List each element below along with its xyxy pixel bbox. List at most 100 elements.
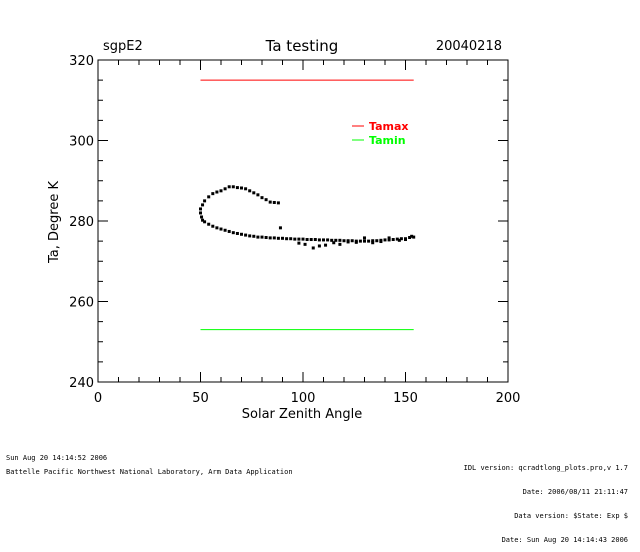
chart-title: Ta testing: [265, 37, 339, 55]
axes-layer: 0 50 100 150 200 240 260 280 300 320: [69, 54, 520, 406]
data-point: [289, 237, 293, 241]
data-point: [322, 238, 325, 242]
data-point: [264, 198, 268, 202]
data-point: [338, 242, 342, 246]
data-point: [309, 238, 313, 242]
data-point: [244, 233, 248, 237]
y-axis-label: Ta, Degree K: [47, 181, 62, 264]
data-point: [252, 234, 256, 238]
data-point: [395, 237, 399, 241]
data-point: [201, 203, 205, 207]
data-point: [231, 231, 235, 235]
data-point: [272, 236, 276, 240]
data-point: [227, 229, 231, 233]
data-point: [387, 236, 391, 240]
data-point: [313, 238, 317, 242]
data-point: [338, 238, 342, 242]
data-point: [215, 226, 219, 230]
data-point: [260, 196, 264, 200]
x-tick-label: 0: [94, 391, 102, 406]
data-point: [199, 211, 202, 215]
data-point: [231, 185, 235, 189]
data-point: [317, 244, 321, 248]
data-point: [281, 236, 284, 240]
data-point: [248, 234, 252, 238]
data-point: [199, 207, 202, 211]
data-point: [342, 239, 346, 243]
footer-idl-version: IDL version: qcradtlong_plots.pro,v 1.7: [463, 464, 628, 472]
data-point: [285, 237, 289, 241]
x-tick-label: 200: [496, 391, 521, 406]
data-point: [260, 235, 264, 239]
data-point: [248, 189, 252, 193]
footer-run-date: Date: Sun Aug 20 14:14:43 2006: [501, 536, 628, 544]
data-point: [244, 187, 248, 191]
data-point: [268, 200, 272, 204]
y-tick-label: 280: [69, 215, 94, 230]
footer-data-version: Data version: $State: Exp $: [514, 512, 628, 520]
data-point: [350, 239, 354, 243]
data-point: [293, 237, 297, 241]
footer-credit: Battelle Pacific Northwest National Labo…: [6, 468, 293, 476]
data-point: [397, 238, 401, 242]
chart: 0 50 100 150 200 240 260 280 300 320 sgpE2 Ta tes…: [47, 37, 520, 422]
data-point: [346, 240, 350, 244]
data-point: [223, 187, 227, 191]
data-point: [408, 236, 412, 240]
data-point: [404, 238, 407, 242]
data-point: [332, 241, 336, 245]
data-point: [383, 238, 387, 242]
data-layer: [199, 79, 416, 331]
data-point: [363, 239, 366, 243]
data-point: [410, 234, 414, 238]
data-point: [305, 238, 309, 242]
data-point: [227, 185, 231, 189]
data-point: [203, 199, 207, 203]
x-tick-label: 100: [291, 391, 316, 406]
data-point: [211, 224, 215, 228]
site-label: sgpE2: [103, 39, 143, 54]
data-point: [276, 201, 280, 205]
data-point: [219, 227, 223, 231]
legend: Tamax Tamin: [352, 120, 409, 147]
data-point: [301, 237, 305, 241]
data-point: [412, 235, 416, 239]
data-point: [207, 222, 211, 226]
y-tick-label: 320: [69, 54, 94, 69]
data-point: [363, 236, 366, 240]
data-point: [375, 239, 379, 243]
y-tick-label: 300: [69, 135, 94, 150]
footer-version-info: IDL version: qcradtlong_plots.pro,v 1.7 …: [464, 448, 628, 552]
data-point: [303, 242, 307, 246]
data-point: [297, 237, 301, 241]
data-point: [211, 192, 215, 196]
x-tick-label: 150: [393, 391, 418, 406]
data-point: [201, 218, 205, 222]
data-point: [387, 238, 391, 242]
data-point: [219, 189, 223, 193]
data-point: [235, 231, 239, 235]
legend-tamin-label: Tamin: [369, 134, 406, 147]
data-point: [203, 220, 207, 224]
data-point: [317, 238, 321, 242]
y-tick-label: 260: [69, 296, 94, 311]
text-layer: sgpE2 Ta testing 20040218 Solar Zenith A…: [47, 37, 502, 422]
data-point: [235, 186, 239, 190]
data-point: [256, 193, 260, 197]
y-tick-label: 240: [69, 376, 94, 391]
data-point: [371, 239, 375, 243]
x-tick-label: 50: [192, 391, 209, 406]
x-axis-label: Solar Zenith Angle: [242, 407, 362, 422]
data-point: [207, 195, 211, 199]
data-point: [371, 241, 375, 245]
date-label: 20040218: [436, 39, 502, 54]
plot-frame: [97, 59, 509, 383]
data-point: [278, 226, 282, 230]
data-point: [256, 235, 260, 239]
data-point: [334, 238, 338, 242]
data-point: [223, 228, 227, 232]
data-point: [379, 240, 383, 244]
data-point: [358, 239, 362, 243]
data-point: [272, 200, 276, 204]
footer-date: Date: 2006/08/11 21:11:47: [522, 488, 628, 496]
